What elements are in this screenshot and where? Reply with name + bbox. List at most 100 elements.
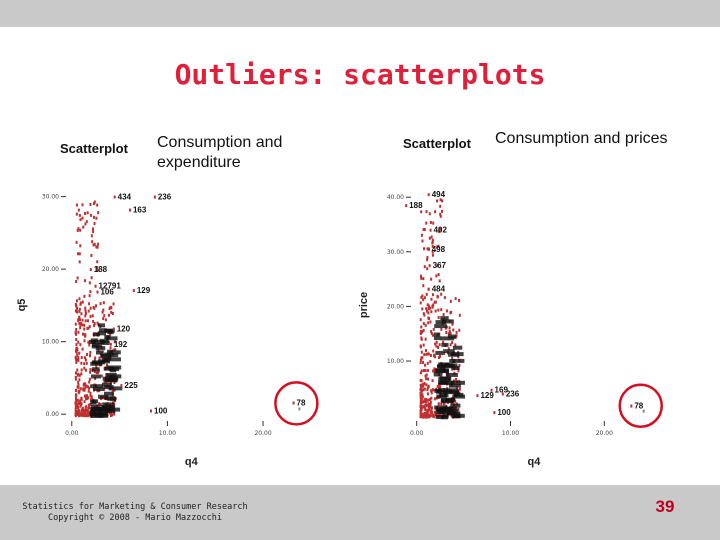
case-label-mark	[447, 380, 455, 385]
case-label-mark	[434, 324, 447, 329]
data-point	[458, 328, 461, 332]
data-point	[79, 404, 82, 408]
left-panel-description: Consumption and expenditure	[157, 134, 283, 171]
data-point	[74, 355, 77, 359]
data-point	[83, 323, 86, 327]
data-point	[85, 394, 88, 398]
case-label-mark	[101, 382, 112, 387]
data-point	[430, 330, 433, 334]
data-point	[79, 343, 82, 347]
data-point	[419, 415, 422, 419]
data-point	[421, 400, 424, 404]
data-point	[429, 360, 432, 364]
data-point	[442, 313, 445, 317]
case-label-mark	[104, 391, 114, 396]
case-label-mark	[95, 346, 106, 351]
data-point	[420, 369, 423, 373]
data-point	[75, 338, 78, 342]
data-point	[433, 300, 436, 304]
data-point	[79, 387, 82, 391]
data-point	[420, 379, 423, 383]
case-label-mark	[442, 368, 449, 373]
data-point	[93, 222, 96, 226]
data-point	[422, 369, 425, 373]
data-point	[96, 290, 99, 294]
data-point	[99, 402, 102, 406]
case-label-mark	[100, 353, 112, 358]
x-tick-label: 20.00	[596, 430, 613, 437]
data-point	[424, 415, 427, 419]
data-point	[74, 322, 77, 326]
data-point	[87, 403, 90, 407]
data-point	[79, 244, 82, 248]
case-label-mark	[90, 400, 97, 405]
data-point	[431, 333, 434, 337]
data-point	[437, 346, 440, 350]
data-point	[445, 331, 448, 335]
data-point	[426, 392, 429, 396]
data-point	[83, 327, 86, 331]
case-label: 163	[133, 206, 147, 215]
data-point	[422, 328, 425, 332]
data-point	[420, 233, 423, 237]
data-point	[96, 245, 99, 249]
data-point	[440, 402, 443, 406]
case-label-mark	[446, 411, 456, 416]
data-point	[432, 327, 435, 331]
case-label-mark	[98, 359, 110, 364]
data-point	[423, 228, 426, 232]
data-point	[97, 211, 100, 215]
data-point	[101, 310, 104, 314]
data-point	[75, 212, 78, 216]
data-point	[75, 343, 78, 347]
data-point	[84, 306, 87, 310]
case-label: 120	[117, 325, 131, 334]
data-point	[109, 346, 112, 350]
case-label: 129	[480, 391, 494, 400]
data-point	[84, 222, 87, 226]
data-point	[451, 367, 454, 371]
case-label-mark	[441, 342, 449, 347]
case-label: 188	[409, 201, 423, 210]
data-point	[78, 315, 81, 319]
data-point	[430, 331, 433, 335]
data-point	[150, 409, 153, 413]
data-point	[74, 393, 77, 397]
case-label-mark	[448, 383, 461, 388]
case-label-mark	[104, 385, 114, 390]
data-point	[451, 341, 454, 345]
data-point	[96, 203, 99, 207]
case-label-mark	[433, 332, 441, 337]
data-point	[419, 301, 422, 305]
data-point	[419, 399, 422, 403]
data-point	[427, 247, 430, 251]
data-point	[422, 228, 425, 232]
data-point	[78, 373, 81, 377]
case-label-mark	[104, 396, 116, 401]
data-point	[75, 411, 78, 415]
data-point	[420, 356, 423, 360]
data-point	[83, 411, 86, 415]
data-point	[93, 370, 96, 374]
data-point	[431, 304, 434, 308]
data-point	[422, 360, 425, 364]
data-point	[423, 387, 426, 391]
data-point	[422, 382, 425, 386]
outlier-point	[642, 409, 645, 413]
data-point	[434, 413, 437, 417]
case-label: 236	[158, 193, 172, 202]
data-point	[405, 204, 408, 208]
data-point	[426, 369, 429, 373]
data-point	[74, 330, 77, 334]
data-point	[435, 274, 438, 278]
data-point	[109, 342, 112, 346]
data-point	[102, 308, 105, 312]
data-point	[419, 391, 422, 395]
data-point	[95, 216, 98, 220]
data-point	[93, 200, 96, 204]
data-point	[420, 384, 423, 388]
data-point	[421, 307, 424, 311]
data-point	[428, 212, 431, 216]
data-point	[75, 399, 78, 403]
data-point	[427, 402, 430, 406]
